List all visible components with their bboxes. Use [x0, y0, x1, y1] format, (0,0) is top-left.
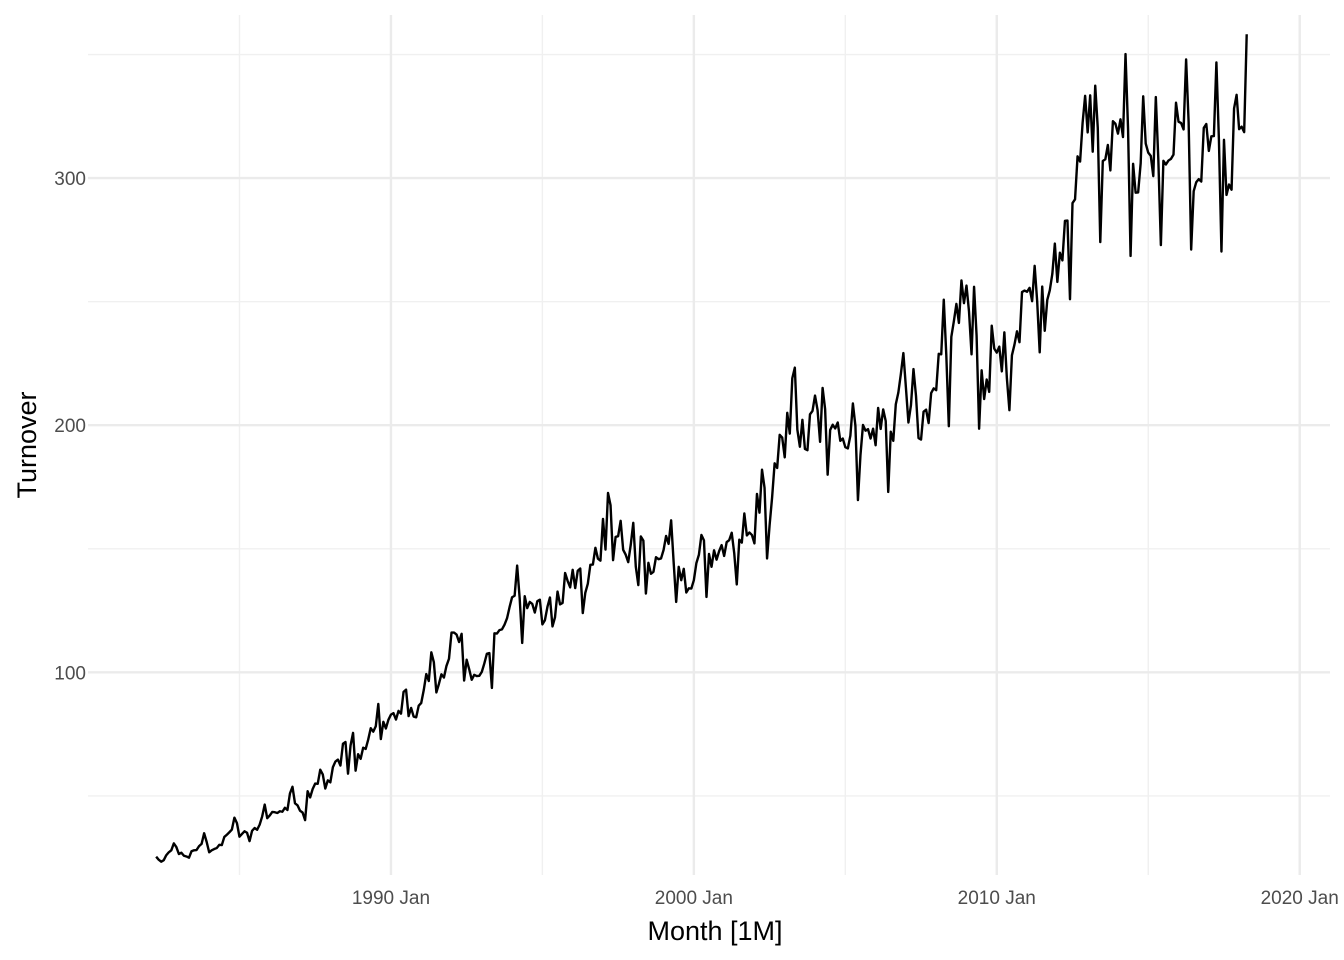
- y-axis-title: Turnover: [12, 391, 42, 498]
- y-major-gridlines: [88, 176, 1330, 674]
- y-tick-label: 100: [54, 663, 86, 684]
- x-axis-tick-labels: 1990 Jan 2000 Jan 2010 Jan 2020 Jan: [352, 888, 1339, 909]
- x-tick-label: 1990 Jan: [352, 888, 430, 909]
- y-tick-label: 200: [54, 416, 86, 437]
- y-minor-gridlines: [88, 53, 1330, 797]
- y-axis-tick-labels: 100 200 300: [54, 169, 86, 684]
- x-tick-label: 2010 Jan: [958, 888, 1036, 909]
- y-tick-label: 300: [54, 169, 86, 190]
- x-tick-label: 2020 Jan: [1261, 888, 1339, 909]
- x-tick-label: 2000 Jan: [655, 888, 733, 909]
- x-axis-title: Month [1M]: [647, 916, 782, 946]
- turnover-series-line: [155, 34, 1248, 863]
- x-major-gridlines: [389, 15, 1301, 875]
